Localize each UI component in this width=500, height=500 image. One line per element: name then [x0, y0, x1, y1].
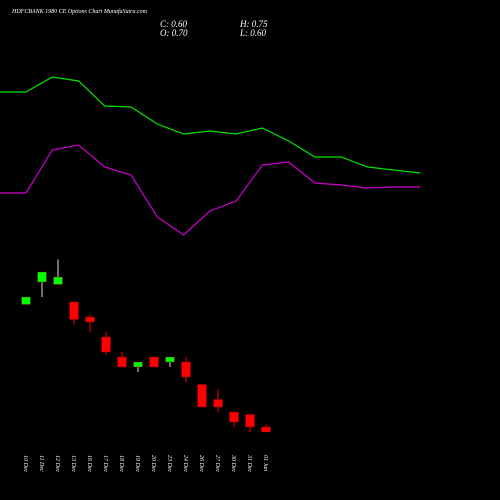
- candle-body: [245, 414, 255, 428]
- x-tick-label: 16 Dec: [86, 455, 92, 472]
- x-tick-label: 12 Dec: [54, 455, 60, 472]
- x-tick-label: 10 Dec: [22, 455, 28, 472]
- x-tick-label: 24 Dec: [182, 455, 189, 472]
- x-tick-label: 18 Dec: [118, 455, 124, 472]
- x-tick-label: 19 Dec: [134, 455, 140, 472]
- candle-body: [101, 336, 111, 353]
- candle-body: [117, 356, 127, 368]
- close-label: C: 0.60: [160, 19, 188, 29]
- candle-body: [69, 301, 79, 320]
- open-label: O: 0.70: [160, 28, 188, 38]
- x-tick-label: 20 Dec: [150, 455, 156, 472]
- x-tick-label: 01 Jan: [262, 455, 268, 471]
- high-label: H: 0.75: [239, 19, 268, 29]
- x-tick-label: 23 Dec: [166, 455, 172, 472]
- x-tick-label: 26 Dec: [198, 455, 204, 472]
- chart-title: HDFCBANK 1980 CE Options Chart MunafaSut…: [11, 8, 148, 15]
- x-tick-label: 11 Dec: [38, 455, 44, 472]
- indicator-line: [25, 76, 421, 174]
- candle-body: [229, 411, 239, 423]
- candle-body: [21, 296, 31, 305]
- x-tick-label: 31 Dec: [246, 454, 252, 472]
- candle-body: [165, 356, 175, 363]
- candle-body: [53, 276, 63, 285]
- x-tick-label: 27 Dec: [214, 455, 220, 472]
- candle-body: [149, 356, 159, 368]
- indicator-line: [25, 144, 420, 236]
- candle-body: [197, 384, 207, 408]
- candle-body: [261, 426, 271, 433]
- candle-body: [85, 316, 95, 323]
- x-tick-label: 13 Dec: [70, 455, 76, 472]
- candle-body: [181, 361, 191, 378]
- x-tick-label: 30 Dec: [230, 454, 236, 472]
- candle-body: [133, 361, 143, 368]
- low-label: L: 0.60: [239, 28, 267, 38]
- candle-body: [213, 399, 223, 408]
- x-tick-label: 17 Dec: [102, 455, 108, 472]
- candle-body: [37, 271, 47, 283]
